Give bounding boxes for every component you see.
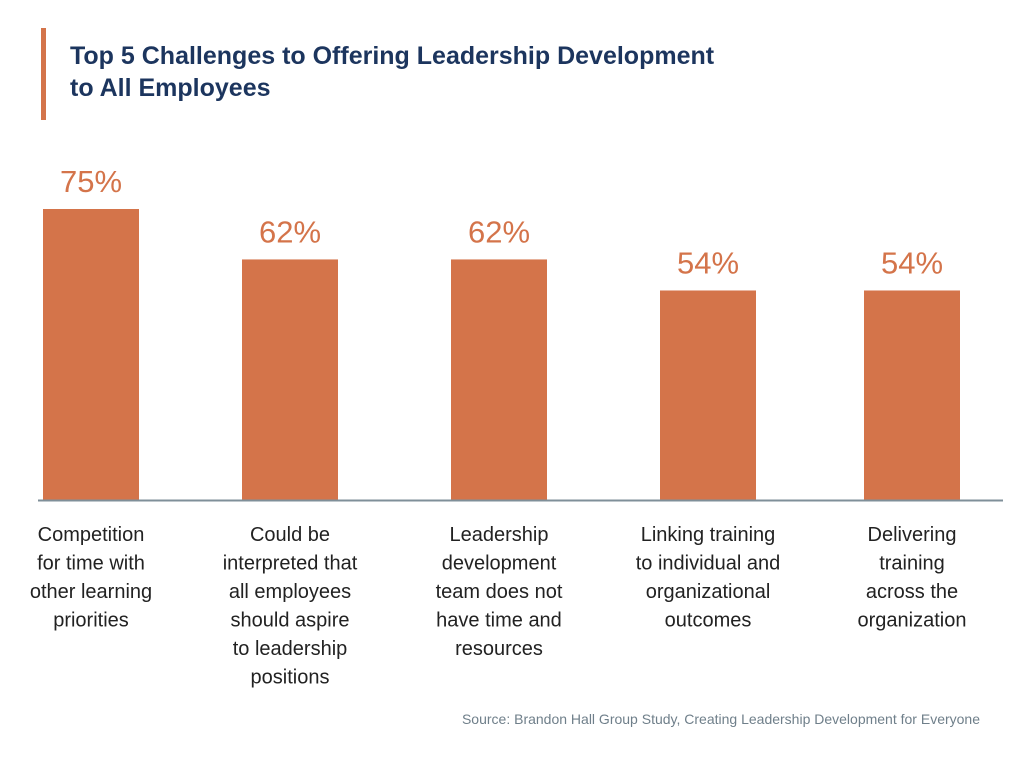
category-label: have time and: [436, 610, 562, 632]
category-label: to individual and: [636, 553, 781, 575]
bar: [43, 209, 139, 500]
category-label: interpreted that: [223, 553, 358, 575]
category-label: all employees: [229, 581, 351, 603]
category-label: training: [879, 553, 945, 575]
bar: [451, 259, 547, 500]
category-label: Could be: [250, 524, 330, 546]
chart-title: Top 5 Challenges to Offering Leadership …: [70, 40, 870, 104]
title-line-2: to All Employees: [70, 74, 271, 102]
category-label: organization: [858, 610, 967, 632]
category-label: across the: [866, 581, 958, 603]
category-label: team does not: [436, 581, 563, 603]
data-label: 62%: [468, 214, 530, 249]
bar: [864, 290, 960, 500]
category-label: should aspire: [231, 610, 350, 632]
bar: [242, 259, 338, 500]
category-label: Competition: [38, 524, 145, 546]
source-note: Source: Brandon Hall Group Study, Creati…: [461, 711, 980, 727]
data-label: 62%: [259, 214, 321, 249]
data-label: 75%: [60, 164, 122, 199]
title-accent-bar: [41, 28, 46, 120]
category-label: to leadership: [233, 638, 348, 660]
data-label: 54%: [881, 245, 943, 280]
category-label: other learning: [30, 581, 152, 603]
category-label: Delivering: [868, 524, 957, 546]
title-line-1: Top 5 Challenges to Offering Leadership …: [70, 42, 715, 70]
category-label: positions: [251, 667, 330, 689]
category-label: Linking training: [641, 524, 776, 546]
category-label: for time with: [37, 553, 145, 575]
category-label: outcomes: [665, 610, 752, 632]
category-label: priorities: [53, 610, 129, 632]
category-label: organizational: [646, 581, 771, 603]
data-label: 54%: [677, 245, 739, 280]
category-label: Leadership: [450, 524, 549, 546]
category-label: development: [442, 553, 557, 575]
bar: [660, 290, 756, 500]
category-label: resources: [455, 638, 543, 660]
